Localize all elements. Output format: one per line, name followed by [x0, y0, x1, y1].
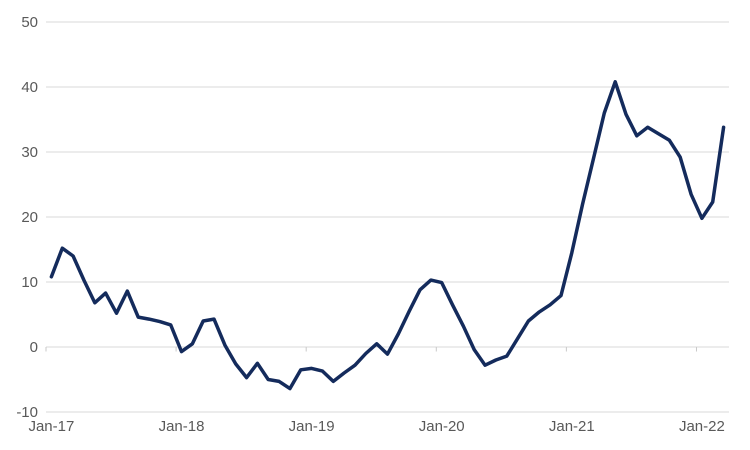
y-axis-label: 0: [30, 339, 38, 356]
y-axis-label: -10: [16, 404, 38, 421]
y-axis-label: 50: [21, 14, 38, 31]
x-axis-label: Jan-21: [549, 418, 595, 435]
data-line-series: [49, 80, 726, 391]
y-axis-label: 40: [21, 79, 38, 96]
y-axis-label: 20: [21, 209, 38, 226]
y-axis-label: 10: [21, 274, 38, 291]
y-axis-label: 30: [21, 144, 38, 161]
x-axis-label: Jan-19: [289, 418, 335, 435]
x-axis-label: Jan-17: [28, 418, 74, 435]
x-axis-label: Jan-18: [159, 418, 205, 435]
x-axis-label: Jan-20: [419, 418, 465, 435]
x-axis-label: Jan-22: [679, 418, 725, 435]
